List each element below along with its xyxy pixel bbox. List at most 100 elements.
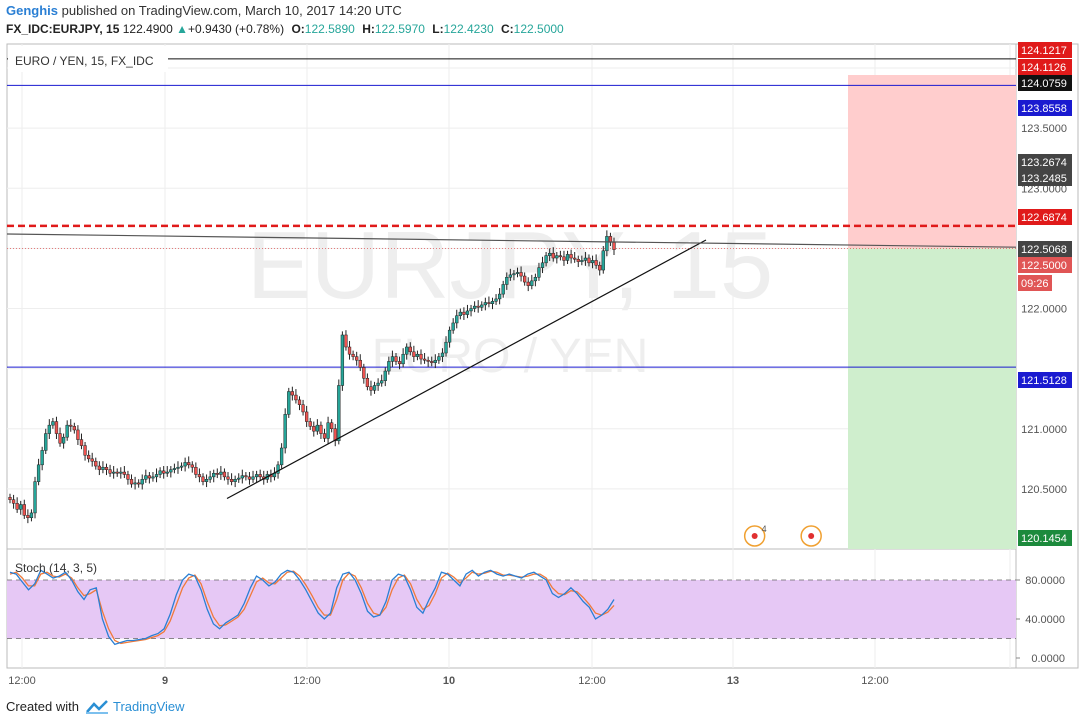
candle-body [344,334,348,348]
time-tick-label: 10 [443,675,455,687]
candle-body [283,414,287,449]
candle-body [61,436,66,444]
candle-body [15,503,19,510]
candle-body [401,353,405,365]
candle-body [462,311,466,315]
candle-body [165,471,169,474]
price-tag-label: 121.5128 [1021,375,1067,387]
event-marker-dot [751,533,758,539]
candle-body [530,280,534,286]
candle-body [476,305,480,308]
high-value: 122.5970 [374,22,425,36]
price-tag-label: 123.8558 [1021,103,1067,115]
candle-body [151,476,155,479]
time-tick-label: 12:00 [8,675,36,687]
candle-body [397,361,402,365]
price-tag-label: 124.1217 [1021,45,1067,57]
candle-body [412,351,416,357]
price-tag-label: 122.5068 [1021,244,1067,256]
candle-body [558,255,563,258]
candle-body [69,424,73,427]
candle-body [472,305,477,309]
event-marker-dot [808,533,815,539]
chart-frame [6,43,1017,669]
time-tick-label: 13 [727,675,739,687]
price-tag-label: 120.1454 [1021,533,1067,545]
candle-body [26,515,30,518]
stoch-k-line [9,569,615,646]
candle-body [315,424,320,432]
candle-body [555,255,559,259]
candle-body [94,460,98,467]
candle-body [444,341,448,354]
candle-body [458,311,462,316]
candle-body [451,322,455,331]
candle-body [8,497,12,500]
take-profit-zone [848,248,1016,549]
candle-body [294,394,298,401]
time-tick-label: 12:00 [293,675,321,687]
price-tick-label: 123.5000 [1021,123,1067,135]
candle-body [565,254,570,261]
candle-body [487,302,491,304]
price-tag-label: 09:26 [1021,278,1049,290]
candle-body [254,474,259,478]
price-tag [1018,530,1072,546]
author-name[interactable]: Genghis [6,3,59,18]
price-tick-label: 120.5000 [1021,484,1067,496]
candle-body [287,391,291,415]
stop-loss-zone [848,75,1016,249]
close-value: 122.5000 [513,22,564,36]
candle-body [133,482,137,485]
candle-body [129,479,134,485]
trendline [226,239,707,500]
tradingview-link[interactable]: TradingView [85,699,185,714]
candle-body [297,399,302,405]
candle-body [304,411,309,422]
symbol-label: FX_IDC:EURJPY, 15 [6,22,120,36]
created-with-text: Created with [6,699,79,714]
candle-body [422,358,427,361]
candle-body [208,476,212,480]
price-tag [1018,75,1072,91]
candle-body [22,504,26,516]
candle-body [351,353,355,357]
candle-body [233,479,237,482]
candle-body [394,356,398,362]
candle-body [523,275,527,283]
candle-body [430,361,434,363]
tradingview-logo-icon [85,699,108,714]
price-tag [1018,275,1052,291]
candle-body [179,465,184,468]
candle-body [190,464,194,468]
candle-body [390,356,395,362]
candle-body [126,474,130,480]
candle-body [569,254,573,259]
stoch-tick-label: 0.0000 [1031,653,1065,665]
candle-body [137,482,141,485]
stoch-label: Stoch (14, 3, 5) [15,561,97,575]
price-tag [1018,241,1072,257]
candle-body [369,386,373,391]
candle-body [33,481,37,514]
price-tag [1018,372,1072,388]
published-text: published on TradingView.com, March 10, … [58,3,402,18]
candle-body [76,429,80,440]
candle-body [415,353,420,357]
publish-info: Genghis published on TradingView.com, Ma… [6,3,402,18]
candle-body [276,464,280,474]
legend-box [8,46,168,72]
candle-body [465,310,470,315]
candle-body [526,281,530,286]
candle-body [437,356,441,361]
candle-body [440,352,445,357]
candle-body [219,471,223,475]
candle-body [312,426,316,432]
candle-body [447,329,452,343]
candle-body [122,471,127,475]
candle-body [194,466,198,475]
candle-body [40,450,44,466]
candle-body [497,293,502,300]
candle-body [594,260,598,266]
